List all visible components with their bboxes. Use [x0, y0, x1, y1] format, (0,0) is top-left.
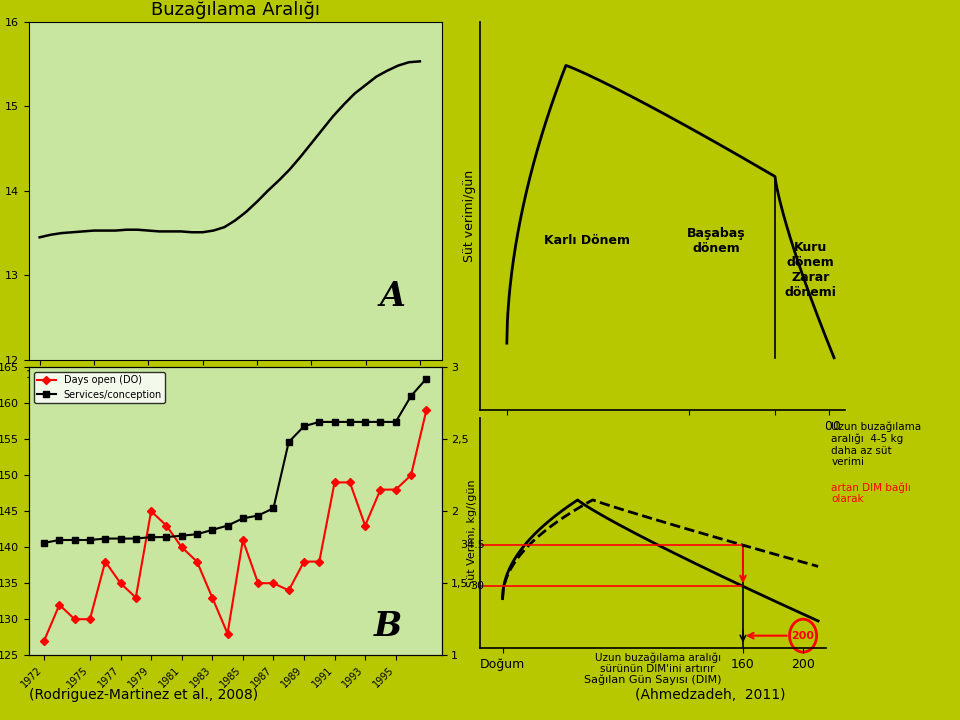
Text: Uzun buzağılama aralığı
sürünün DIM'ini artırır: Uzun buzağılama aralığı sürünün DIM'ini …	[594, 652, 721, 675]
Text: B: B	[374, 610, 402, 643]
Y-axis label: Süt Verimi, kg/(gün: Süt Verimi, kg/(gün	[468, 479, 477, 587]
Text: Uzun buzağılama
aralığı  4-5 kg
daha az süt
verimi: Uzun buzağılama aralığı 4-5 kg daha az s…	[831, 421, 922, 467]
Text: (Ahmedzadeh,  2011): (Ahmedzadeh, 2011)	[636, 688, 785, 702]
Text: Karlı Dönem: Karlı Dönem	[544, 234, 631, 248]
Text: A: A	[380, 280, 406, 313]
Y-axis label: Süt verimi/gün: Süt verimi/gün	[463, 170, 476, 262]
Legend: Days open (DO), Services/conception: Days open (DO), Services/conception	[34, 372, 165, 402]
Text: 200: 200	[792, 631, 815, 641]
X-axis label: Sağılan Gün Sayısı: Sağılan Gün Sayısı	[604, 437, 721, 450]
Text: Kuru
dönem
Zarar
dönemi: Kuru dönem Zarar dönemi	[784, 241, 836, 299]
Text: Başabaş
dönem: Başabaş dönem	[686, 227, 745, 255]
Text: (Rodriguez-Martinez et al., 2008): (Rodriguez-Martinez et al., 2008)	[29, 688, 258, 702]
X-axis label: Sağılan Gün Sayısı (DIM): Sağılan Gün Sayısı (DIM)	[584, 675, 722, 685]
Text: 30: 30	[470, 581, 485, 591]
Title: Buzağılama Aralığı: Buzağılama Aralığı	[151, 1, 320, 19]
Text: 34.5: 34.5	[460, 540, 485, 550]
Text: artan DIM bağlı
olarak: artan DIM bağlı olarak	[831, 482, 911, 505]
